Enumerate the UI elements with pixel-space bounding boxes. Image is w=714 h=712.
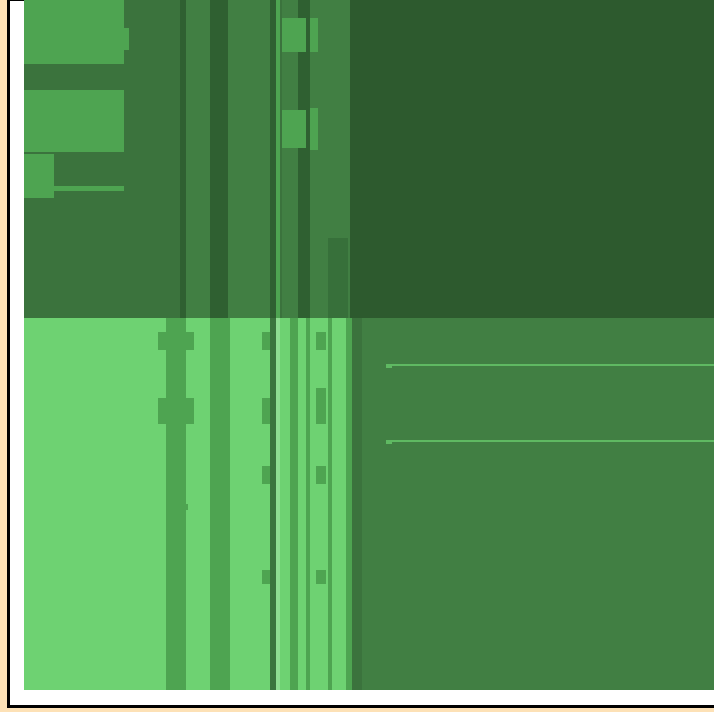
treemap-tile[interactable] [228,0,270,318]
treemap-tile[interactable] [186,0,210,318]
treemap-tile[interactable] [180,504,188,510]
treemap-tile[interactable] [346,318,352,690]
treemap-tile[interactable] [270,318,276,690]
treemap-tile[interactable] [158,398,166,424]
treemap-tile[interactable] [186,332,194,350]
treemap-tile[interactable] [316,388,326,424]
treemap-tile[interactable] [262,398,270,424]
treemap-tile-top-right[interactable] [350,0,714,318]
treemap-tile[interactable] [262,466,270,484]
treemap-tile[interactable] [276,318,280,690]
treemap-tile[interactable] [328,318,332,690]
treemap-tile[interactable] [316,570,326,584]
treemap-tile[interactable] [54,186,124,191]
treemap-tile[interactable] [316,466,326,484]
treemap-tile[interactable] [270,0,276,318]
treemap-tile[interactable] [316,332,326,350]
treemap-tile[interactable] [298,0,310,318]
treemap-tile[interactable] [328,238,348,318]
treemap-tile[interactable] [230,318,270,690]
treemap-tile[interactable] [276,0,280,318]
treemap-tile[interactable] [352,318,362,690]
treemap-tile[interactable] [180,0,186,318]
treemap-tile[interactable] [24,90,124,152]
treemap-tile[interactable] [306,318,310,690]
treemap-tile[interactable] [262,570,270,584]
treemap-tile[interactable] [310,18,318,52]
treemap-tile[interactable] [386,440,392,444]
treemap-tile[interactable] [386,364,392,368]
treemap-line[interactable] [386,364,714,366]
treemap-tile[interactable] [282,110,306,148]
treemap-tile-bottom-right[interactable] [362,318,714,690]
treemap-line[interactable] [386,440,714,442]
treemap-tile[interactable] [186,398,194,424]
treemap-tile[interactable] [282,0,298,318]
treemap-tile[interactable] [158,332,166,350]
treemap-tile[interactable] [166,318,186,690]
treemap-tile[interactable] [212,398,220,424]
treemap-tile[interactable] [24,0,124,64]
treemap-tile[interactable] [310,0,330,318]
treemap-tile[interactable] [310,108,318,150]
treemap-tile-bottom-left[interactable] [24,318,362,690]
treemap-tile[interactable] [210,318,230,690]
treemap-tile[interactable] [290,318,298,690]
treemap-tile[interactable] [282,18,306,52]
treemap-tile[interactable] [24,154,54,198]
treemap-tile[interactable] [124,28,129,50]
treemap-tile[interactable] [262,332,270,350]
treemap-tile[interactable] [210,0,228,318]
treemap-tile[interactable] [210,332,218,350]
